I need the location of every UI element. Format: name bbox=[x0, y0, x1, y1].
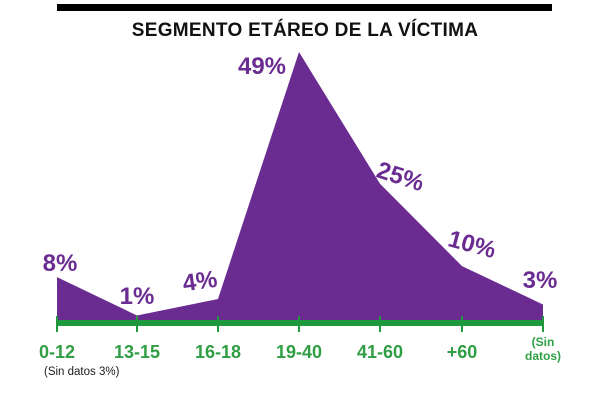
x-tick-4 bbox=[298, 316, 300, 332]
data-label-2: 1% bbox=[120, 283, 155, 310]
x-tick-label-4: 19-40 bbox=[276, 342, 322, 362]
x-tick-label-7-line-1: (Sin bbox=[532, 335, 555, 349]
x-tick-label-1: 0-12 bbox=[39, 342, 75, 362]
area-fill bbox=[57, 52, 543, 321]
data-label-3: 4% bbox=[181, 266, 219, 298]
chart-title: SEGMENTO ETÁREO DE LA VÍCTIMA bbox=[131, 20, 479, 41]
x-tick-label-6: +60 bbox=[447, 342, 478, 362]
x-tick-7 bbox=[542, 316, 544, 332]
x-tick-label-7-line-2: datos) bbox=[525, 349, 561, 363]
data-label-4: 49% bbox=[238, 53, 286, 80]
x-tick-2 bbox=[136, 316, 138, 332]
x-tick-label-5: 41-60 bbox=[357, 342, 403, 362]
x-tick-label-2: 13-15 bbox=[114, 342, 160, 362]
x-tick-1 bbox=[56, 316, 58, 332]
x-tick-6 bbox=[461, 316, 463, 332]
x-tick-5 bbox=[379, 316, 381, 332]
top-rule bbox=[57, 4, 552, 11]
x-tick-3 bbox=[217, 316, 219, 332]
data-label-1: 8% bbox=[43, 250, 78, 277]
x-tick-label-3: 16-18 bbox=[195, 342, 241, 362]
footnote: (Sin datos 3%) bbox=[44, 366, 120, 378]
data-label-7: 3% bbox=[523, 267, 558, 294]
